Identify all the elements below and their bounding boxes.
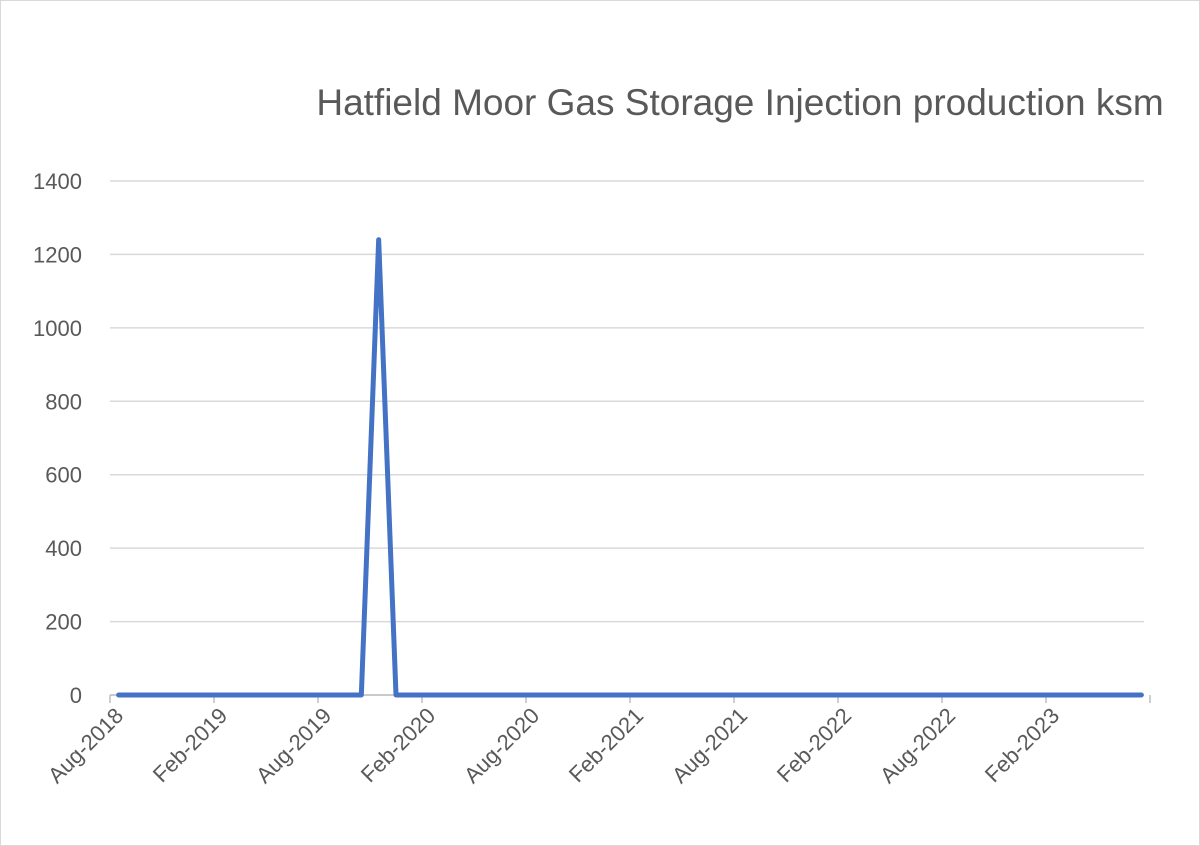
y-tick-label: 0 <box>70 683 82 708</box>
chart-title: Hatfield Moor Gas Storage Injection prod… <box>316 82 1164 123</box>
y-tick-label: 1400 <box>33 169 82 194</box>
y-tick-label: 200 <box>45 610 82 635</box>
y-tick-label: 1200 <box>33 242 82 267</box>
data-line <box>116 237 1144 698</box>
y-tick-label: 600 <box>45 463 82 488</box>
y-tick-label: 1000 <box>33 316 82 341</box>
y-tick-label: 800 <box>45 389 82 414</box>
y-tick-label: 400 <box>45 536 82 561</box>
